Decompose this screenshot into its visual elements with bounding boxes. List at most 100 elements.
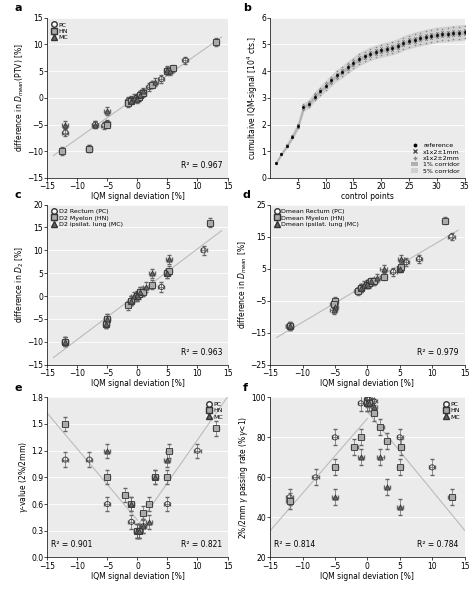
Point <box>149 280 156 289</box>
Point <box>137 287 144 296</box>
Point <box>365 398 373 408</box>
Point <box>206 218 213 228</box>
Point <box>104 107 111 116</box>
Point <box>182 56 189 65</box>
Point <box>146 82 153 92</box>
Point <box>137 91 144 100</box>
Point <box>357 283 365 292</box>
Point <box>357 452 365 462</box>
Legend: Dmean Rectum (PC), Dmean Myelon (HN), Dmean ipsilat. lung (MC): Dmean Rectum (PC), Dmean Myelon (HN), Dm… <box>273 208 361 228</box>
Point <box>125 96 132 106</box>
Point <box>149 269 156 278</box>
Point <box>134 93 141 103</box>
Point <box>152 77 159 87</box>
Point <box>86 144 93 154</box>
Y-axis label: difference in $D_2$ [%]: difference in $D_2$ [%] <box>13 246 26 323</box>
Point <box>286 321 293 331</box>
Point <box>364 279 371 289</box>
Point <box>365 279 373 288</box>
Legend: reference, x1x2±1mm, x1x2±2mm, 1% corridor, 5% corridor: reference, x1x2±1mm, x1x2±2mm, 1% corrid… <box>410 142 461 175</box>
Point <box>397 254 405 264</box>
Point <box>134 291 141 301</box>
Point <box>134 526 141 535</box>
Point <box>330 305 337 315</box>
Point <box>140 522 147 531</box>
Point <box>104 314 111 324</box>
Point <box>415 254 423 264</box>
Point <box>135 526 143 535</box>
Point <box>428 463 436 472</box>
Text: R² = 0.814: R² = 0.814 <box>274 540 315 549</box>
Point <box>370 397 378 406</box>
Point <box>441 216 449 225</box>
Point <box>128 96 135 106</box>
Point <box>373 273 381 283</box>
Point <box>380 264 387 273</box>
Point <box>104 120 111 129</box>
Point <box>62 337 69 346</box>
Point <box>167 66 174 76</box>
Point <box>135 290 143 299</box>
Point <box>62 337 69 346</box>
Point <box>102 319 110 329</box>
Point <box>140 87 147 96</box>
Point <box>370 277 378 286</box>
Point <box>331 302 339 312</box>
Point <box>134 94 141 104</box>
Point <box>331 493 339 502</box>
Point <box>102 319 110 329</box>
Point <box>86 144 93 154</box>
Point <box>200 246 207 255</box>
X-axis label: IQM signal deviation [%]: IQM signal deviation [%] <box>91 572 184 581</box>
Point <box>164 499 171 509</box>
Legend: PC, HN, MC: PC, HN, MC <box>442 400 461 421</box>
Point <box>360 280 368 289</box>
Point <box>128 296 135 305</box>
Point <box>140 508 147 518</box>
Point <box>376 423 384 432</box>
Point <box>396 433 403 442</box>
Point <box>104 473 111 482</box>
Point <box>370 409 378 418</box>
Point <box>104 446 111 455</box>
Point <box>357 283 365 292</box>
Point <box>286 321 293 331</box>
Point <box>91 120 99 129</box>
Point <box>137 287 144 296</box>
Point <box>62 128 69 138</box>
X-axis label: control points: control points <box>341 193 394 202</box>
X-axis label: IQM signal deviation [%]: IQM signal deviation [%] <box>91 193 184 202</box>
Point <box>383 483 391 492</box>
Point <box>136 289 143 298</box>
Point <box>100 121 108 130</box>
Text: R² = 0.967: R² = 0.967 <box>181 161 222 170</box>
Point <box>136 92 143 101</box>
Y-axis label: difference in $D_{mean}$(PTV) [%]: difference in $D_{mean}$(PTV) [%] <box>13 43 26 152</box>
Text: c: c <box>15 190 22 200</box>
Point <box>194 446 201 455</box>
Text: e: e <box>15 383 22 393</box>
Point <box>380 272 387 282</box>
Point <box>137 91 144 100</box>
Text: f: f <box>243 383 248 393</box>
Point <box>357 398 365 408</box>
Text: R² = 0.901: R² = 0.901 <box>51 540 92 549</box>
Text: R² = 0.821: R² = 0.821 <box>181 540 222 549</box>
Point <box>370 277 378 286</box>
Point <box>364 280 371 289</box>
Point <box>212 37 219 47</box>
Point <box>158 282 165 292</box>
Point <box>396 264 403 273</box>
Point <box>364 394 371 404</box>
Point <box>396 463 403 472</box>
Point <box>136 526 143 535</box>
Point <box>140 88 147 97</box>
Point <box>396 264 403 273</box>
Point <box>312 473 319 482</box>
Point <box>143 282 150 292</box>
Point <box>164 66 171 76</box>
Point <box>134 526 141 535</box>
Point <box>396 503 403 512</box>
Point <box>137 91 144 100</box>
Y-axis label: cumultaive IQM-signal [$10^4$ cts.]: cumultaive IQM-signal [$10^4$ cts.] <box>246 36 260 160</box>
